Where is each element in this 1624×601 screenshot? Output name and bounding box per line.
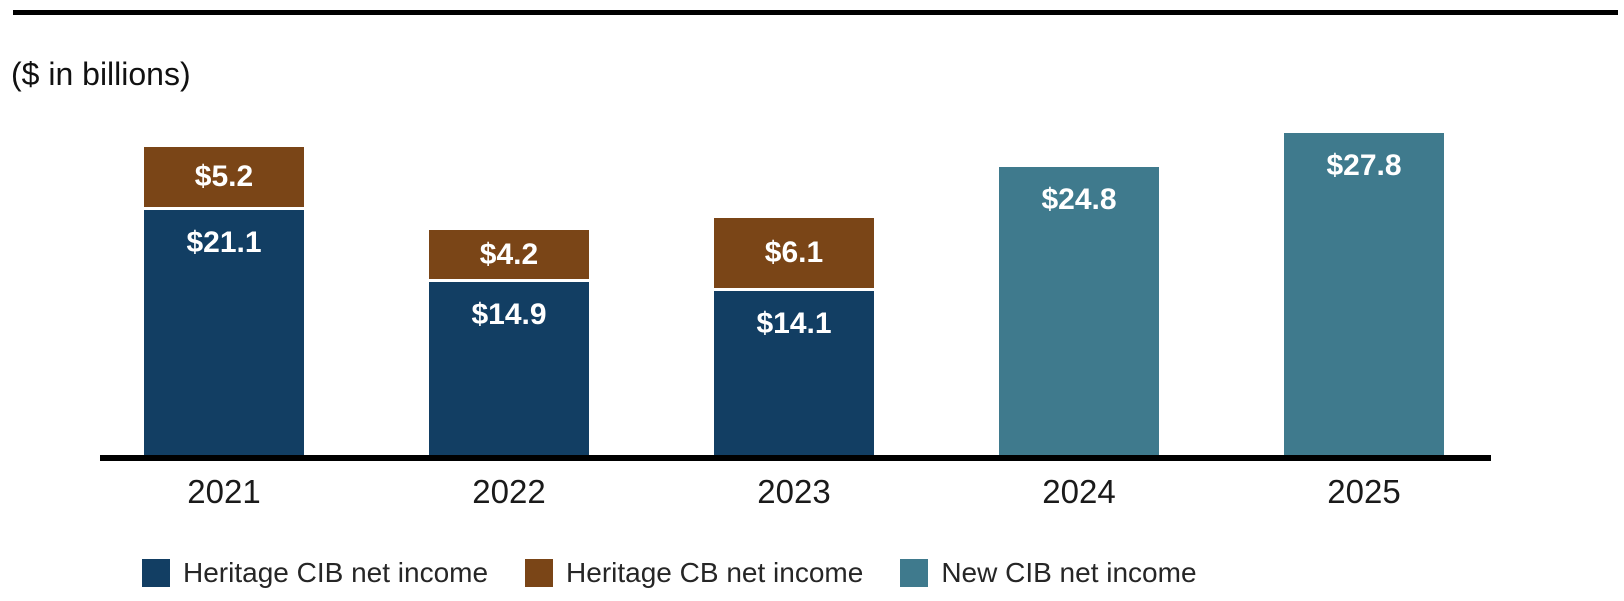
units-label: ($ in billions)	[11, 56, 191, 92]
legend-item-heritage-cb: Heritage CB net income	[525, 557, 863, 589]
bar-segment: $6.1	[714, 217, 874, 289]
x-axis-line	[100, 455, 1491, 461]
legend-label-heritage-cb: Heritage CB net income	[566, 557, 864, 588]
legend-swatch-heritage-cb	[525, 559, 554, 587]
bar-segment: $21.1	[144, 210, 304, 455]
top-divider-rule	[13, 10, 1618, 15]
bar-segment: $14.1	[714, 291, 874, 455]
legend-label-new-cib: New CIB net income	[941, 557, 1197, 588]
legend-swatch-heritage-cib	[142, 559, 170, 587]
bar-segment: $14.9	[429, 282, 589, 455]
legend-label-heritage-cib: Heritage CIB net income	[183, 557, 489, 588]
x-axis-tick-label: 2023	[757, 473, 831, 510]
x-axis-tick-label: 2021	[187, 473, 261, 510]
bar-segment: $5.2	[144, 146, 304, 208]
bar-segment: $27.8	[1284, 132, 1444, 455]
bar-segment: $4.2	[429, 230, 589, 280]
bar-value-label: $21.1	[186, 226, 262, 260]
chart-legend: Heritage CIB net income Heritage CB net …	[142, 557, 1197, 589]
bar-value-label: $14.9	[471, 298, 547, 332]
legend-item-new-cib: New CIB net income	[900, 557, 1197, 589]
x-axis-tick-label: 2025	[1327, 473, 1401, 510]
bar-value-label: $24.8	[1041, 183, 1117, 217]
bar-segment: $24.8	[999, 167, 1159, 455]
bar-value-label: $5.2	[194, 160, 254, 194]
bar-value-label: $4.2	[479, 237, 539, 271]
legend-swatch-new-cib	[900, 559, 929, 587]
legend-item-heritage-cib: Heritage CIB net income	[142, 557, 488, 589]
x-axis-tick-label: 2022	[472, 473, 546, 510]
bar-value-label: $6.1	[764, 236, 824, 270]
x-axis-tick-label: 2024	[1042, 473, 1116, 510]
bar-value-label: $27.8	[1326, 148, 1402, 182]
bar-value-label: $14.1	[756, 307, 832, 341]
